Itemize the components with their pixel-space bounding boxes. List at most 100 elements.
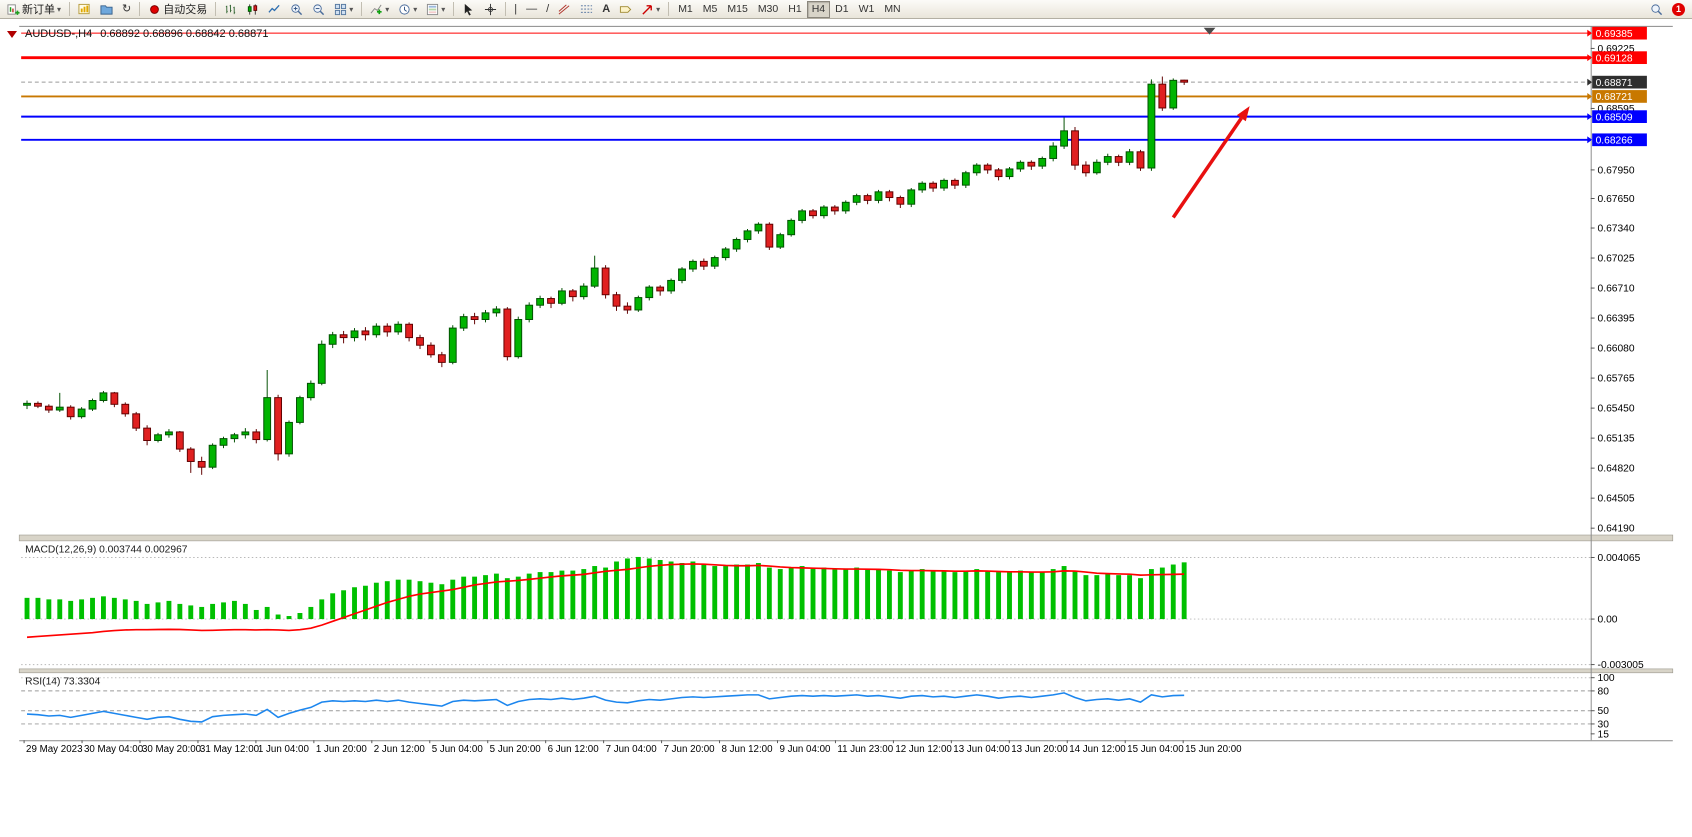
svg-text:0.68509: 0.68509 <box>1596 112 1633 123</box>
trendline-icon: / <box>546 2 550 15</box>
rsi-tick-label: 80 <box>1598 686 1610 697</box>
macd-panel[interactable]: 0.004065 0.00 -0.003005 MACD(12,26,9) 0.003… <box>21 545 1644 671</box>
vertical-line-button[interactable]: | <box>510 1 521 18</box>
svg-text:0.68721: 0.68721 <box>1596 92 1633 103</box>
timeframe-button-m30[interactable]: M30 <box>753 1 783 18</box>
level-price-badge-3: 0.68509 <box>1587 110 1647 123</box>
panel-splitter-rsi[interactable] <box>18 668 1674 674</box>
notification-badge[interactable]: 1 <box>1672 2 1685 16</box>
macd-indicator-label: MACD(12,26,9) 0.003744 0.002967 <box>25 545 188 556</box>
one-click-trading-icon[interactable] <box>7 30 17 38</box>
clock-icon <box>399 3 410 15</box>
bar-chart-icon <box>226 4 236 14</box>
fibonacci-button[interactable] <box>576 1 597 18</box>
text-button[interactable]: A <box>598 1 614 18</box>
channel-button[interactable] <box>554 1 575 18</box>
timeframe-button-m5[interactable]: M5 <box>698 1 723 18</box>
vertical-line-icon: | <box>514 2 518 15</box>
price-tick-label: 0.65135 <box>1598 434 1635 445</box>
candlesticks <box>23 76 1189 475</box>
label-button[interactable] <box>615 1 636 18</box>
chart-canvas[interactable]: 0.69225 0.68595 0.67950 0.67650 0.67340 0.670… <box>0 19 1692 837</box>
time-tick-label: 30 May 20:00 <box>142 744 202 755</box>
autotrading-button[interactable]: 自动交易 <box>144 1 211 18</box>
level-price-badge-4: 0.68266 <box>1587 133 1647 147</box>
cursor-icon <box>465 3 473 15</box>
new-chart-icon <box>78 3 90 14</box>
level-price-badge-2: 0.68721 <box>1587 90 1647 103</box>
zoom-in-button[interactable] <box>286 1 307 18</box>
rsi-tick-label: 100 <box>1598 673 1615 684</box>
new-order-label: 新订单 <box>22 4 55 16</box>
time-tick-label: 13 Jun 04:00 <box>953 744 1010 755</box>
price-tick-label: 0.64190 <box>1598 524 1635 535</box>
zoom-in-icon <box>291 3 303 15</box>
toolbar-separator <box>215 2 217 16</box>
cursor-button[interactable] <box>458 1 479 18</box>
zoom-out-icon <box>313 3 325 15</box>
time-tick-label: 5 Jun 04:00 <box>432 744 484 755</box>
line-chart-icon <box>268 4 280 13</box>
trend-arrow-annotation[interactable] <box>1171 106 1250 219</box>
timeframe-button-m15[interactable]: M15 <box>722 1 752 18</box>
chevron-down-icon: ▾ <box>441 4 446 14</box>
tile-windows-button[interactable]: ▾ <box>330 1 357 18</box>
indicators-button[interactable]: ▾ <box>366 1 393 18</box>
search-button[interactable] <box>1646 1 1667 18</box>
periods-button[interactable]: ▾ <box>394 1 421 18</box>
chart-frame <box>18 25 1674 742</box>
time-tick-label: 29 May 2023 <box>26 744 82 755</box>
horizontal-line-button[interactable]: — <box>522 1 541 18</box>
refresh-button[interactable]: ↻ <box>118 1 135 18</box>
current-price-badge: 0.68871 <box>1587 75 1647 89</box>
chart-shift-marker[interactable] <box>1203 27 1216 35</box>
macd-tick-label: -0.003005 <box>1598 660 1644 671</box>
timeframe-button-h4[interactable]: H4 <box>806 0 831 18</box>
candlestick-chart-button[interactable] <box>242 1 263 18</box>
level-price-badge-0: 0.69385 <box>1587 26 1647 40</box>
timeframe-button-h1[interactable]: H1 <box>783 1 806 18</box>
price-tick-label: 0.64505 <box>1598 494 1635 505</box>
timeframe-button-mn[interactable]: MN <box>879 1 905 18</box>
rsi-tick-label: 30 <box>1598 719 1610 730</box>
chart-ohlc-values: 0.68892 0.68896 0.68842 0.68871 <box>100 28 269 40</box>
new-order-button[interactable]: 新订单 ▾ <box>3 1 65 18</box>
chart-symbol-period: AUDUSD-,H4 <box>25 28 93 40</box>
bar-chart-button[interactable] <box>220 1 241 18</box>
timeframe-button-d1[interactable]: D1 <box>830 1 853 18</box>
autotrading-status-icon <box>150 4 160 14</box>
time-tick-label: 1 Jun 04:00 <box>258 744 310 755</box>
zoom-out-button[interactable] <box>308 1 329 18</box>
chevron-down-icon: ▾ <box>656 4 661 14</box>
timeframe-button-m1[interactable]: M1 <box>673 1 698 18</box>
level-price-badge-1: 0.69128 <box>1587 51 1647 64</box>
timeframe-button-w1[interactable]: W1 <box>854 1 880 18</box>
rsi-tick-label: 15 <box>1598 729 1610 740</box>
templates-button[interactable]: ▾ <box>422 1 449 18</box>
toolbar-separator <box>668 2 670 16</box>
refresh-icon: ↻ <box>122 2 132 15</box>
svg-text:0.68871: 0.68871 <box>1596 78 1633 89</box>
price-tick-label: 0.67650 <box>1598 194 1635 205</box>
main-price-chart[interactable] <box>21 27 1591 475</box>
line-chart-button[interactable] <box>264 1 285 18</box>
crosshair-button[interactable] <box>480 1 501 18</box>
price-tick-label: 0.66080 <box>1598 344 1635 355</box>
price-tick-label: 0.64820 <box>1598 464 1635 475</box>
time-tick-label: 8 Jun 12:00 <box>721 744 773 755</box>
profiles-icon <box>100 4 113 15</box>
crosshair-icon <box>485 3 497 15</box>
new-order-icon <box>7 3 20 15</box>
new-chart-button[interactable] <box>74 1 95 18</box>
profiles-button[interactable] <box>96 1 117 18</box>
arrows-button[interactable]: ▾ <box>637 1 664 18</box>
chart-header: AUDUSD-,H4 0.68892 0.68896 0.68842 0.688… <box>7 28 268 40</box>
svg-text:0.68266: 0.68266 <box>1596 136 1633 147</box>
trendline-button[interactable]: / <box>542 1 553 18</box>
panel-splitter-macd[interactable] <box>18 534 1674 542</box>
time-tick-label: 1 Jun 20:00 <box>316 744 368 755</box>
price-axis[interactable]: 0.69225 0.68595 0.67950 0.67650 0.67340 0.670… <box>1587 26 1647 535</box>
macd-signal-line <box>26 563 1185 639</box>
